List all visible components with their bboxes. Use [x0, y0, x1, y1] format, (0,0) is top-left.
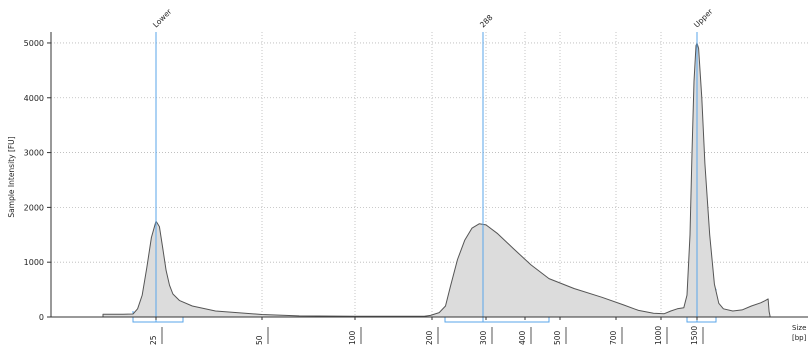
- x-tick-label: 300: [479, 330, 488, 345]
- x-tick-label: 100: [348, 330, 357, 345]
- peak-label: Lower: [151, 7, 174, 30]
- y-tick-label: 2000: [24, 203, 44, 212]
- trace-area: [102, 42, 771, 318]
- y-tick-label: 1000: [24, 258, 44, 267]
- x-tick-label: 25: [149, 335, 158, 345]
- y-tick-label: 5000: [24, 39, 44, 48]
- x-tick-label: 50: [255, 335, 264, 345]
- x-tick-label: 1000: [654, 326, 663, 345]
- y-axis-label: Sample Intensity [FU]: [7, 136, 16, 217]
- x-tick-label: 1500: [690, 326, 699, 345]
- trace-layer: [102, 42, 771, 318]
- x-tick-label: 400: [518, 330, 527, 345]
- x-axis-label: Size: [792, 324, 806, 332]
- peak-label: Upper: [692, 6, 715, 29]
- x-tick-label: 200: [425, 330, 434, 345]
- x-tick-label: 700: [609, 330, 618, 345]
- axis-layer: [50, 32, 808, 318]
- x-tick-label: 500: [553, 330, 562, 345]
- y-tick-label: 0: [39, 313, 44, 322]
- y-tick-label: 4000: [24, 94, 44, 103]
- x-axis-unit: [bp]: [792, 334, 807, 342]
- peak-marker-layer: Lower 288 Upper: [151, 6, 715, 322]
- peak-label: 288: [478, 13, 495, 30]
- y-tick-label: 3000: [24, 149, 44, 158]
